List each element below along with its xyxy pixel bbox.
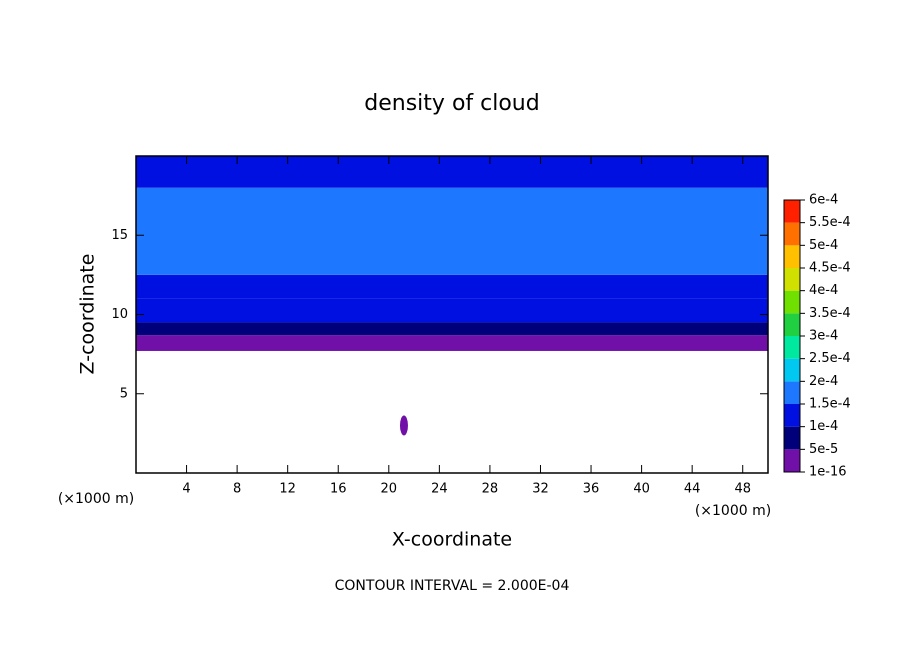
colorbar-segment: [784, 426, 800, 450]
colorbar-segment: [784, 290, 800, 314]
y-tick-label: 15: [111, 228, 128, 243]
colorbar-segment: [784, 358, 800, 382]
colorbar-segment: [784, 268, 800, 291]
colorbar-label: 4e-4: [809, 283, 838, 298]
colorbar-segment: [784, 245, 800, 268]
colorbar-segment: [784, 404, 800, 427]
y-tick-label: 10: [111, 307, 128, 322]
contour-band: [136, 156, 768, 188]
colorbar-label: 3.5e-4: [809, 306, 851, 321]
x-axis-label: X-coordinate: [392, 529, 512, 551]
footer: CONTOUR INTERVAL = 2.000E-04: [335, 578, 570, 594]
x-unit: (×1000 m): [695, 503, 771, 519]
colorbar-label: 6e-4: [809, 193, 838, 208]
colorbar-label: 1e-16: [809, 465, 847, 480]
chart-title: density of cloud: [364, 91, 539, 116]
x-tick-label: 12: [279, 482, 296, 497]
contour-band: [136, 187, 768, 275]
colorbar-label: 5e-5: [809, 442, 838, 457]
y-tick-label: 5: [120, 386, 128, 401]
x-tick-label: 16: [330, 482, 347, 497]
colorbar-label: 4.5e-4: [809, 261, 851, 276]
colorbar-segment: [784, 336, 800, 359]
x-tick-label: 32: [532, 482, 549, 497]
colorbar-label: 1.5e-4: [809, 397, 851, 412]
x-tick-label: 4: [182, 482, 190, 497]
x-tick-label: 8: [233, 482, 241, 497]
x-tick-label: 40: [633, 482, 650, 497]
colorbar-segment: [784, 449, 800, 472]
colorbar-label: 1e-4: [809, 419, 838, 434]
x-tick-label: 36: [583, 482, 600, 497]
y-unit: (×1000 m): [58, 491, 134, 507]
x-tick-label: 20: [381, 482, 398, 497]
colorbar-label: 2.5e-4: [809, 351, 851, 366]
colorbar-label: 2e-4: [809, 374, 838, 389]
contour-patch: [399, 415, 408, 436]
x-tick-label: 28: [482, 482, 499, 497]
contour-band: [136, 298, 768, 323]
contour-band: [136, 322, 768, 336]
x-tick-label: 44: [684, 482, 701, 497]
colorbar-segment: [784, 381, 800, 404]
colorbar-label: 5e-4: [809, 238, 838, 253]
contour-band: [136, 274, 768, 299]
colorbar-segment: [784, 200, 800, 223]
colorbar-segment: [784, 222, 800, 246]
colorbar-label: 5.5e-4: [809, 215, 851, 230]
x-tick-label: 24: [431, 482, 448, 497]
colorbar-segment: [784, 313, 800, 336]
y-axis-label: Z-coordinate: [77, 254, 99, 375]
colorbar-label: 3e-4: [809, 329, 838, 344]
contour-band: [136, 335, 768, 351]
x-tick-label: 48: [734, 482, 751, 497]
